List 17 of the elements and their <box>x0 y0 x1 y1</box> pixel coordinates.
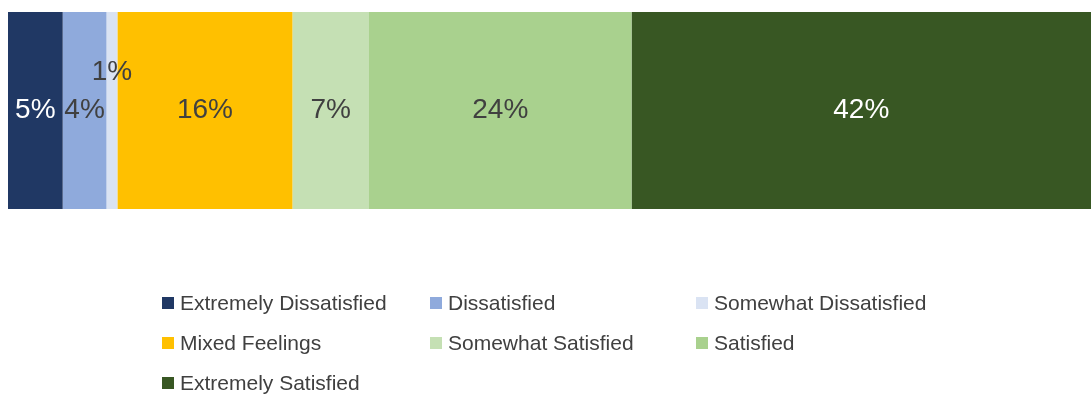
bar <box>292 12 369 209</box>
legend-label: Dissatisfied <box>448 291 556 315</box>
legend-label: Somewhat Satisfied <box>448 331 634 355</box>
legend-label: Satisfied <box>714 331 795 355</box>
legend-label: Extremely Satisfied <box>180 371 360 395</box>
data-label: 7% <box>310 93 351 125</box>
bar <box>631 12 1091 209</box>
data-label: 24% <box>472 93 529 125</box>
legend-label: Mixed Feelings <box>180 331 322 355</box>
data-label: 5% <box>15 93 56 125</box>
bar <box>8 12 63 209</box>
data-label: 4% <box>64 93 105 125</box>
data-label: 42% <box>833 93 890 125</box>
data-label: 16% <box>176 93 233 125</box>
legend-label: Extremely Dissatisfied <box>180 291 387 315</box>
legend-label: Somewhat Dissatisfied <box>714 291 927 315</box>
bar <box>369 12 632 209</box>
